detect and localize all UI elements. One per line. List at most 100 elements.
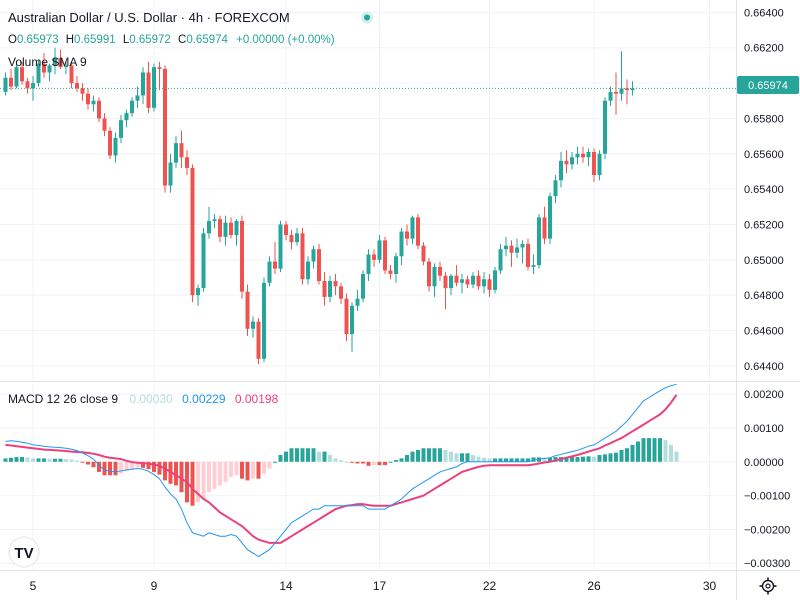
macd-indicator-label[interactable]: MACD 12 26 close 9 <box>8 392 118 406</box>
candle[interactable] <box>427 258 431 292</box>
time-axis[interactable]: 5 9 14 17 22 26 30 <box>30 579 717 593</box>
candle[interactable] <box>322 272 327 306</box>
candle[interactable] <box>350 302 354 352</box>
candle[interactable] <box>333 273 338 296</box>
candle[interactable] <box>619 51 624 101</box>
candle[interactable] <box>493 266 497 294</box>
candle[interactable] <box>542 206 547 244</box>
candle[interactable] <box>410 215 415 244</box>
candle[interactable] <box>559 152 563 188</box>
candle[interactable] <box>212 213 217 228</box>
candle[interactable] <box>537 213 541 269</box>
candle[interactable] <box>460 273 464 294</box>
candle[interactable] <box>614 72 618 115</box>
candle[interactable] <box>498 243 503 274</box>
candle[interactable] <box>185 150 189 175</box>
candle[interactable] <box>421 242 426 266</box>
candle[interactable] <box>361 270 365 303</box>
candlestick-series[interactable] <box>3 47 635 365</box>
candle[interactable] <box>581 146 585 163</box>
candle[interactable] <box>141 67 145 105</box>
candle[interactable] <box>366 249 371 282</box>
candle[interactable] <box>311 245 316 269</box>
candle[interactable] <box>119 114 123 144</box>
candle[interactable] <box>482 272 486 294</box>
candle[interactable] <box>377 235 382 264</box>
candle[interactable] <box>586 148 591 167</box>
candle[interactable] <box>383 236 387 274</box>
candle[interactable] <box>471 272 475 289</box>
macd-pane[interactable] <box>3 384 679 558</box>
symbol-title[interactable]: Australian Dollar / U.S. Dollar · 4h · F… <box>8 10 290 25</box>
price-axis[interactable]: 0.664000.662000.660000.658000.656000.654… <box>744 7 784 372</box>
candle[interactable] <box>592 148 596 183</box>
candle[interactable] <box>42 53 46 78</box>
candle[interactable] <box>295 228 299 246</box>
candle[interactable] <box>146 61 151 114</box>
candle[interactable] <box>432 263 437 297</box>
candle[interactable] <box>102 113 107 137</box>
candle[interactable] <box>388 265 393 280</box>
candle[interactable] <box>449 273 453 296</box>
candle[interactable] <box>520 240 525 264</box>
candle[interactable] <box>355 289 360 312</box>
candle[interactable] <box>289 229 294 250</box>
candle[interactable] <box>515 238 519 259</box>
candle[interactable] <box>3 72 8 96</box>
candle[interactable] <box>135 86 140 108</box>
candle[interactable] <box>47 63 52 82</box>
candle[interactable] <box>14 63 19 89</box>
gear-icon[interactable] <box>759 577 777 595</box>
candle[interactable] <box>124 109 129 128</box>
candle[interactable] <box>630 81 635 96</box>
candle[interactable] <box>509 240 514 267</box>
candle[interactable] <box>207 206 211 239</box>
candle[interactable] <box>306 256 310 285</box>
candle[interactable] <box>245 284 250 336</box>
candle[interactable] <box>454 265 459 287</box>
candle[interactable] <box>328 275 332 303</box>
candle[interactable] <box>53 47 57 75</box>
candle[interactable] <box>284 220 288 241</box>
candle[interactable] <box>575 146 580 165</box>
market-status-icon[interactable] <box>364 14 370 21</box>
candle[interactable] <box>300 228 305 285</box>
candle[interactable] <box>20 61 24 85</box>
candle[interactable] <box>405 224 409 246</box>
candle[interactable] <box>9 68 13 91</box>
candle[interactable] <box>625 79 629 105</box>
candle[interactable] <box>399 228 404 266</box>
candle[interactable] <box>256 318 261 365</box>
candle[interactable] <box>438 261 442 282</box>
candle[interactable] <box>196 284 200 306</box>
candle[interactable] <box>108 127 112 160</box>
candle[interactable] <box>58 49 63 69</box>
candle[interactable] <box>152 63 156 112</box>
candle[interactable] <box>548 192 552 244</box>
candle[interactable] <box>163 65 167 193</box>
candle[interactable] <box>317 243 321 285</box>
candle[interactable] <box>80 83 85 101</box>
volume-sma-label[interactable]: Volume SMA 9 <box>8 55 87 69</box>
candle[interactable] <box>597 150 602 181</box>
candle[interactable] <box>36 60 41 87</box>
candle[interactable] <box>168 153 173 193</box>
candle[interactable] <box>157 61 162 91</box>
tradingview-logo[interactable]: TV <box>8 536 40 568</box>
candle[interactable] <box>229 217 233 239</box>
candle[interactable] <box>273 242 277 274</box>
candle[interactable] <box>190 164 195 303</box>
candle[interactable] <box>564 150 569 174</box>
candle[interactable] <box>553 174 558 204</box>
candle[interactable] <box>130 97 134 117</box>
candle[interactable] <box>240 215 244 299</box>
candle[interactable] <box>608 86 613 107</box>
candle[interactable] <box>201 228 206 292</box>
candle[interactable] <box>278 220 283 273</box>
candle[interactable] <box>75 76 79 92</box>
candle[interactable] <box>113 132 118 163</box>
candle[interactable] <box>487 273 492 297</box>
candle[interactable] <box>465 275 470 289</box>
candle[interactable] <box>267 256 272 287</box>
